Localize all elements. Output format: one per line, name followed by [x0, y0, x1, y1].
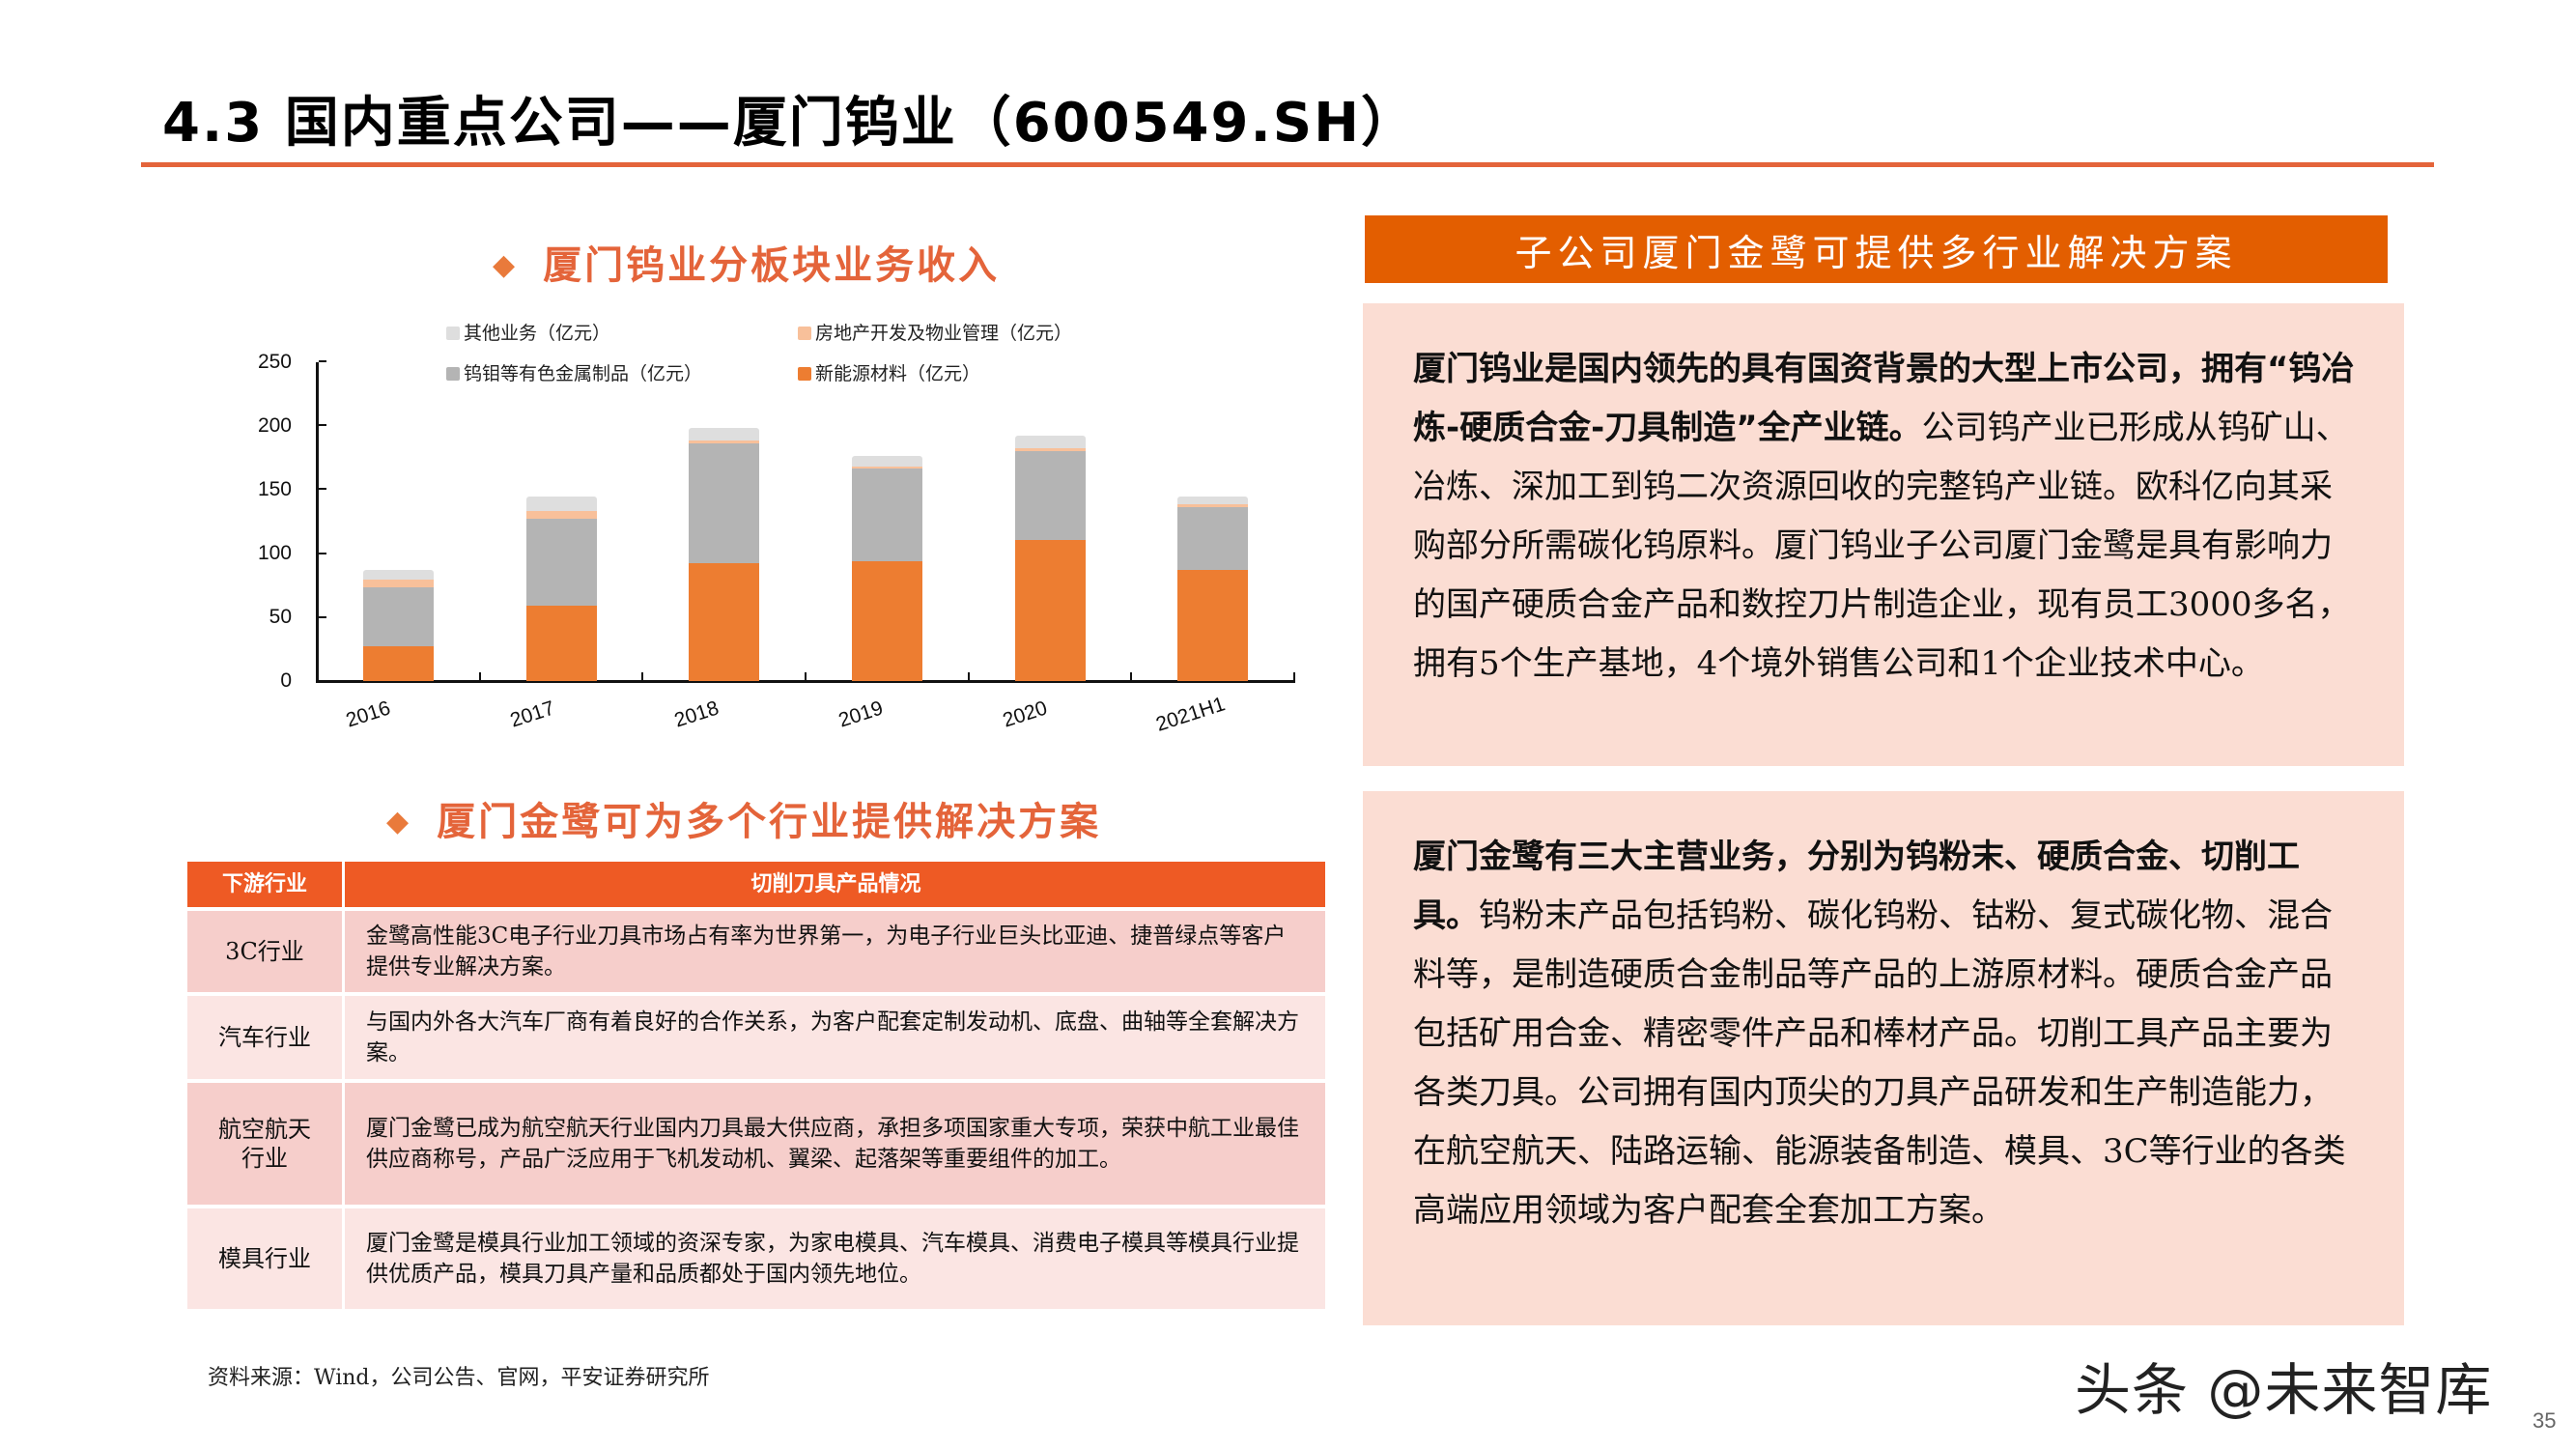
- bar-segment: [362, 587, 434, 647]
- legend-item-other: 其他业务（亿元）: [446, 319, 610, 345]
- business-text: 钨粉末产品包括钨粉、碳化钨粉、钴粉、复式碳化物、混合料等，是制造硬质合金制品等产…: [1413, 896, 2346, 1230]
- bar-segment: [1177, 506, 1249, 570]
- table-section-title: ◆ 厦门金鹭可为多个行业提供解决方案: [386, 790, 1101, 846]
- company-overview-box: 厦门钨业是国内领先的具有国资背景的大型上市公司，拥有“钨冶炼-硬质合金-刀具制造…: [1363, 303, 2404, 766]
- x-tick-label: 2016: [343, 696, 393, 732]
- industry-cell: 3C行业: [187, 911, 342, 992]
- bar-segment: [1014, 540, 1086, 681]
- x-tick-label: 2020: [1000, 696, 1050, 732]
- bar-segment: [689, 440, 760, 443]
- legend-swatch-icon: [446, 367, 460, 381]
- x-tick: [805, 672, 807, 681]
- x-axis: [316, 680, 1295, 683]
- y-tick: [319, 424, 326, 427]
- table-row: 航空航天行业 厦门金鹭已成为航空航天行业国内刀具最大供应商，承担多项国家重大专项…: [187, 1083, 1325, 1205]
- chart-title: 厦门钨业分板块业务收入: [543, 243, 1001, 288]
- table-header-row: 下游行业 切削刀具产品情况: [187, 862, 1325, 907]
- bar-segment: [851, 560, 922, 681]
- bar-segment: [1177, 569, 1249, 681]
- bar-segment: [851, 455, 922, 467]
- description-cell: 厦门金鹭已成为航空航天行业国内刀具最大供应商，承担多项国家重大专项，荣获中航工业…: [345, 1083, 1325, 1205]
- bar-segment: [689, 442, 760, 564]
- overview-highlight: 厦门钨业是国内领先的具有国资背景的大型上市公司，拥有“钨冶炼-硬质合金-刀具制造…: [1413, 350, 2355, 447]
- industry-solutions-table: 下游行业 切削刀具产品情况 3C行业 金鹭高性能3C电子行业刀具市场占有率为世界…: [187, 862, 1325, 1313]
- diamond-bullet-icon: ◆: [493, 248, 519, 282]
- legend-item-new-energy: 新能源材料（亿元）: [798, 359, 980, 385]
- bar-segment: [851, 466, 922, 469]
- x-tick-label: 2017: [507, 696, 557, 732]
- y-tick: [319, 615, 326, 618]
- x-tick: [967, 672, 970, 681]
- bar-segment: [1014, 448, 1086, 451]
- legend-item-real-estate: 房地产开发及物业管理（亿元）: [798, 319, 1072, 345]
- table-title: 厦门金鹭可为多个行业提供解决方案: [437, 800, 1102, 844]
- title-divider: [141, 162, 2434, 167]
- bar-segment: [362, 646, 434, 681]
- bar-segment: [525, 510, 597, 519]
- business-highlight: 厦门金鹭有三大主营业务，分别为钨粉末、硬质合金、切削工具。: [1413, 838, 2300, 935]
- y-tick: [319, 360, 326, 362]
- y-tick: [319, 680, 326, 682]
- x-tick: [1130, 672, 1133, 681]
- y-tick-label: 200: [257, 414, 292, 437]
- page-title: 4.3 国内重点公司——厦门钨业（600549.SH）: [162, 92, 1417, 155]
- bar-segment: [1177, 497, 1249, 505]
- right-panel-header: 子公司厦门金鹭可提供多行业解决方案: [1365, 215, 2388, 283]
- industry-cell: 汽车行业: [187, 996, 342, 1079]
- bar-segment: [362, 580, 434, 588]
- table-row: 模具行业 厦门金鹭是模具行业加工领域的资深专家，为家电模具、汽车模具、消费电子模…: [187, 1208, 1325, 1309]
- x-tick: [1293, 672, 1295, 681]
- watermark: 头条 @未来智库: [2075, 1357, 2493, 1423]
- bar-segment: [1014, 450, 1086, 541]
- x-tick-label: 2021H1: [1153, 693, 1229, 736]
- y-tick: [319, 488, 326, 491]
- legend-swatch-icon: [446, 327, 460, 340]
- bar-segment: [1177, 504, 1249, 507]
- x-tick: [641, 672, 644, 681]
- business-overview-box: 厦门金鹭有三大主营业务，分别为钨粉末、硬质合金、切削工具。钨粉末产品包括钨粉、碳…: [1363, 791, 2404, 1325]
- industry-cell: 航空航天行业: [187, 1083, 342, 1205]
- y-tick-label: 0: [280, 669, 292, 692]
- bar-segment: [1014, 435, 1086, 449]
- description-cell: 金鹭高性能3C电子行业刀具市场占有率为世界第一，为电子行业巨头比亚迪、捷普绿点等…: [345, 911, 1325, 992]
- overview-text: 公司钨产业已形成从钨矿山、冶炼、深加工到钨二次资源回收的完整钨产业链。欧科亿向其…: [1413, 409, 2351, 683]
- legend-swatch-icon: [798, 327, 811, 340]
- description-cell: 厦门金鹭是模具行业加工领域的资深专家，为家电模具、汽车模具、消费电子模具等模具行…: [345, 1208, 1325, 1309]
- bar-segment: [525, 518, 597, 606]
- description-cell: 与国内外各大汽车厂商有着良好的合作关系，为客户配套定制发动机、底盘、曲轴等全套解…: [345, 996, 1325, 1079]
- bar-segment: [362, 569, 434, 581]
- legend-swatch-icon: [798, 367, 811, 381]
- y-tick-label: 250: [257, 351, 292, 373]
- page-number: 35: [2533, 1408, 2557, 1433]
- x-tick-label: 2018: [671, 696, 722, 732]
- y-tick-label: 100: [257, 542, 292, 564]
- x-tick: [478, 672, 481, 681]
- legend-item-tungsten: 钨钼等有色金属制品（亿元）: [446, 359, 702, 385]
- bar-segment: [689, 563, 760, 681]
- bar-segment: [525, 497, 597, 511]
- bar-segment: [689, 427, 760, 441]
- bar-segment: [851, 469, 922, 561]
- y-tick-label: 50: [269, 606, 292, 628]
- bar-segment: [525, 605, 597, 681]
- y-axis: [316, 362, 319, 683]
- chart-section-title: ◆ 厦门钨业分板块业务收入: [493, 234, 1000, 290]
- header-industry: 下游行业: [187, 862, 342, 907]
- table-row: 3C行业 金鹭高性能3C电子行业刀具市场占有率为世界第一，为电子行业巨头比亚迪、…: [187, 911, 1325, 992]
- source-note: 资料来源：Wind，公司公告、官网，平安证券研究所: [208, 1366, 710, 1390]
- y-tick-label: 150: [257, 478, 292, 500]
- table-row: 汽车行业 与国内外各大汽车厂商有着良好的合作关系，为客户配套定制发动机、底盘、曲…: [187, 996, 1325, 1079]
- y-tick: [319, 552, 326, 554]
- diamond-bullet-icon: ◆: [386, 805, 412, 838]
- x-tick-label: 2019: [835, 696, 886, 732]
- industry-cell: 模具行业: [187, 1208, 342, 1309]
- header-product: 切削刀具产品情况: [345, 862, 1325, 907]
